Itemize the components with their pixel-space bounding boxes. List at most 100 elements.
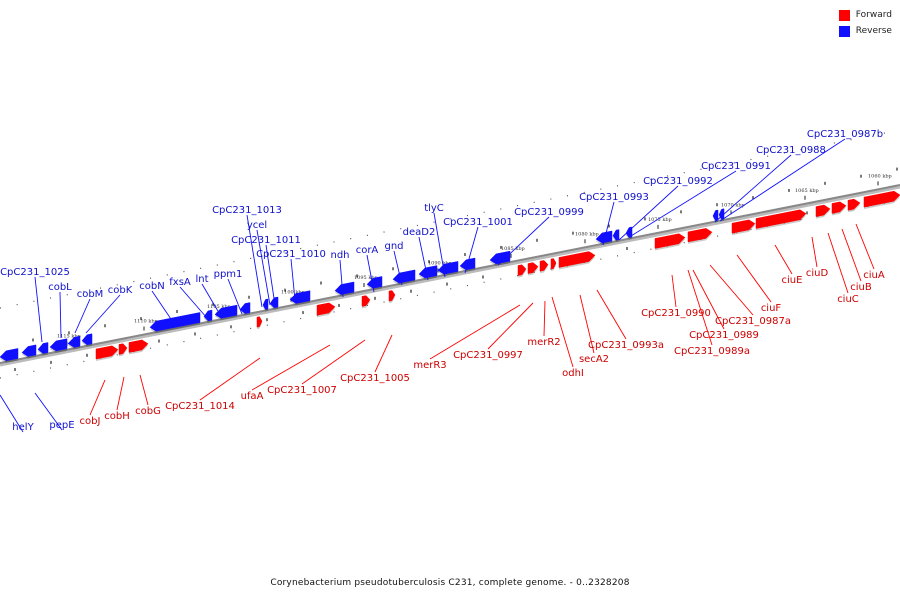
reverse-gene-label: CpC231_1013 [212, 205, 282, 216]
forward-gene-arrow-13 [687, 228, 713, 243]
leader-line [487, 302, 534, 350]
forward-gene-label: CpC231_0993a [588, 340, 664, 351]
genome-caption: Corynebacterium pseudotuberculosis C231,… [270, 578, 630, 588]
leader-line [827, 232, 849, 294]
leader-line [855, 223, 875, 270]
forward-gene-label: ufaA [241, 391, 264, 402]
leader-line [393, 250, 403, 286]
reverse-gene-label: CpC231_0992 [643, 176, 713, 187]
forward-gene-label: ciuE [782, 275, 803, 286]
gene-features [0, 190, 900, 363]
leader-line [85, 294, 121, 334]
axis-tick-label: 1100 kbp [281, 289, 305, 295]
axis-tick-label: 1095 kbp [354, 275, 378, 281]
forward-gene-label: cobG [135, 406, 161, 417]
forward-gene-label: cobJ [80, 416, 101, 427]
leader-line [199, 357, 261, 401]
reverse-gene-label: deaD2 [403, 227, 436, 238]
forward-gene-label: ciuA [863, 270, 885, 281]
leader-line [139, 374, 149, 406]
forward-gene-arrow-10 [550, 258, 557, 270]
reverse-gene-arrow-0 [0, 348, 19, 362]
reverse-gene-label: corA [356, 245, 379, 256]
leader-line [714, 154, 792, 223]
reverse-gene-label: CpC231_1025 [0, 267, 70, 278]
axis-tick-label: 1085 kbp [501, 246, 525, 252]
leader-line [34, 392, 63, 431]
forward-gene-label: ciuD [806, 268, 829, 279]
leader-line [89, 379, 106, 416]
leader-line [671, 274, 677, 308]
reverse-gene-label: CpC231_1001 [443, 217, 513, 228]
leader-line [464, 226, 479, 274]
reverse-gene-label: lnt [195, 274, 208, 285]
leader-line [265, 244, 276, 306]
reverse-gene-label: gnd [384, 241, 403, 252]
reverse-gene-label: helY [12, 422, 34, 433]
leader-line [374, 334, 393, 373]
leader-line [227, 278, 243, 315]
reverse-swatch [838, 25, 850, 37]
leader-line [736, 254, 772, 303]
reverse-gene-arrow-23 [712, 209, 719, 221]
leader-line [34, 276, 43, 343]
leader-line [596, 289, 627, 340]
reverse-gene-label: CpC231_0988 [756, 145, 826, 156]
backbone-line [0, 184, 900, 364]
forward-gene-arrow-9 [539, 260, 549, 272]
leader-line [497, 216, 550, 266]
forward-gene-label: CpC231_1014 [165, 401, 235, 412]
forward-gene-label: CpC231_0987a [715, 316, 791, 327]
leader-line [418, 236, 429, 281]
gene-labels: helY pepE CpC231_1025 cobL cobM cobK cobN fxsA l… [0, 129, 885, 433]
reverse-gene-label: CpC231_1011 [231, 235, 301, 246]
reverse-gene-arrow-10 [262, 298, 269, 310]
reverse-gene-label: ycel [247, 220, 267, 231]
leader-line [579, 294, 595, 354]
forward-gene-arrow-11 [558, 251, 596, 268]
forward-gene-label: merR3 [413, 360, 446, 371]
forward-gene-arrow-12 [654, 233, 686, 249]
leader-line [151, 290, 176, 326]
forward-gene-arrow-18 [831, 201, 847, 214]
legend-item-reverse: Reverse [838, 24, 892, 38]
leader-line [543, 300, 546, 337]
forward-gene-label: CpC231_0997 [453, 350, 523, 361]
legend-label-forward: Forward [855, 10, 892, 20]
leader-line [116, 376, 125, 411]
forward-gene-label: CpC231_0990 [641, 308, 711, 319]
axis-tick-label: 1070 kbp [721, 202, 745, 208]
reverse-gene-label: CpC231_0999 [514, 207, 584, 218]
leader-line [429, 304, 521, 360]
reverse-gene-arrow-19 [489, 250, 511, 265]
leader-line [0, 394, 24, 433]
leader-line [687, 269, 713, 346]
forward-gene-arrow-17 [815, 204, 831, 217]
strand-legend: Forward Reverse [838, 8, 892, 40]
forward-gene-arrow-6 [388, 290, 396, 302]
leader-line [74, 298, 91, 334]
axis-tick-label: 1110 kbp [134, 319, 158, 325]
reverse-gene-arrow-2 [37, 342, 49, 354]
forward-gene-arrow-0 [95, 345, 119, 360]
reverse-gene-arrow-7 [203, 309, 213, 322]
reverse-gene-label: CpC231_1010 [256, 249, 326, 260]
reverse-gene-arrow-9 [239, 302, 251, 314]
forward-gene-label: ciuC [837, 294, 859, 305]
forward-gene-arrow-15 [735, 219, 756, 233]
forward-gene-arrow-5 [361, 295, 371, 307]
axis-tick-label: 1075 kbp [648, 217, 672, 223]
leader-line [709, 264, 754, 316]
reverse-gene-label: tlyC [424, 203, 444, 214]
forward-gene-arrow-4 [316, 302, 336, 316]
forward-gene-label: merR2 [527, 337, 560, 348]
leader-line [339, 259, 344, 298]
reverse-gene-arrow-1 [21, 344, 37, 357]
forward-gene-arrow-8 [527, 262, 539, 274]
axis-tick-label: 1105 kbp [207, 304, 231, 310]
leader-line [366, 254, 375, 293]
forward-gene-arrow-19 [847, 198, 861, 211]
forward-gene-label: CpC231_0989a [674, 346, 750, 357]
leader-line [179, 286, 208, 319]
